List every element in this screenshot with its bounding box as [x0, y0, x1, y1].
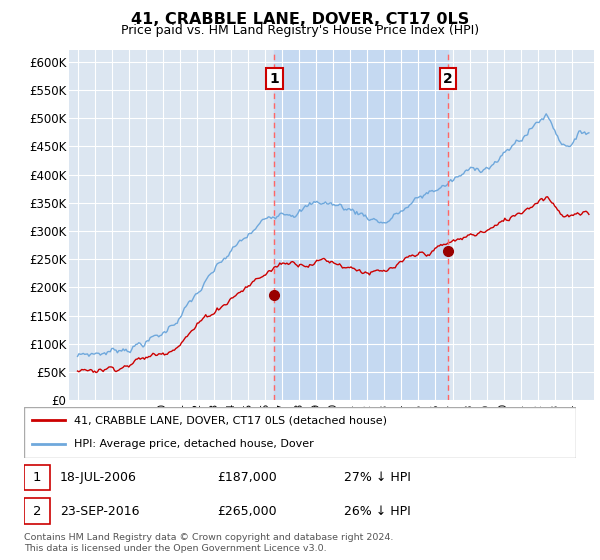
- Text: 41, CRABBLE LANE, DOVER, CT17 0LS: 41, CRABBLE LANE, DOVER, CT17 0LS: [131, 12, 469, 27]
- FancyBboxPatch shape: [24, 465, 50, 490]
- Text: 23-SEP-2016: 23-SEP-2016: [60, 505, 139, 517]
- Text: HPI: Average price, detached house, Dover: HPI: Average price, detached house, Dove…: [74, 439, 313, 449]
- FancyBboxPatch shape: [24, 498, 50, 524]
- Text: 2: 2: [443, 72, 453, 86]
- Text: £187,000: £187,000: [217, 471, 277, 484]
- Text: 2: 2: [33, 505, 41, 517]
- Text: 1: 1: [269, 72, 279, 86]
- Text: 18-JUL-2006: 18-JUL-2006: [60, 471, 137, 484]
- FancyBboxPatch shape: [24, 407, 576, 458]
- Text: Contains HM Land Registry data © Crown copyright and database right 2024.
This d: Contains HM Land Registry data © Crown c…: [24, 533, 394, 553]
- Text: £265,000: £265,000: [217, 505, 277, 517]
- Text: 1: 1: [33, 471, 41, 484]
- Text: Price paid vs. HM Land Registry's House Price Index (HPI): Price paid vs. HM Land Registry's House …: [121, 24, 479, 36]
- Text: 41, CRABBLE LANE, DOVER, CT17 0LS (detached house): 41, CRABBLE LANE, DOVER, CT17 0LS (detac…: [74, 416, 386, 426]
- Text: 26% ↓ HPI: 26% ↓ HPI: [344, 505, 411, 517]
- Text: 27% ↓ HPI: 27% ↓ HPI: [344, 471, 411, 484]
- Bar: [274, 50, 448, 400]
